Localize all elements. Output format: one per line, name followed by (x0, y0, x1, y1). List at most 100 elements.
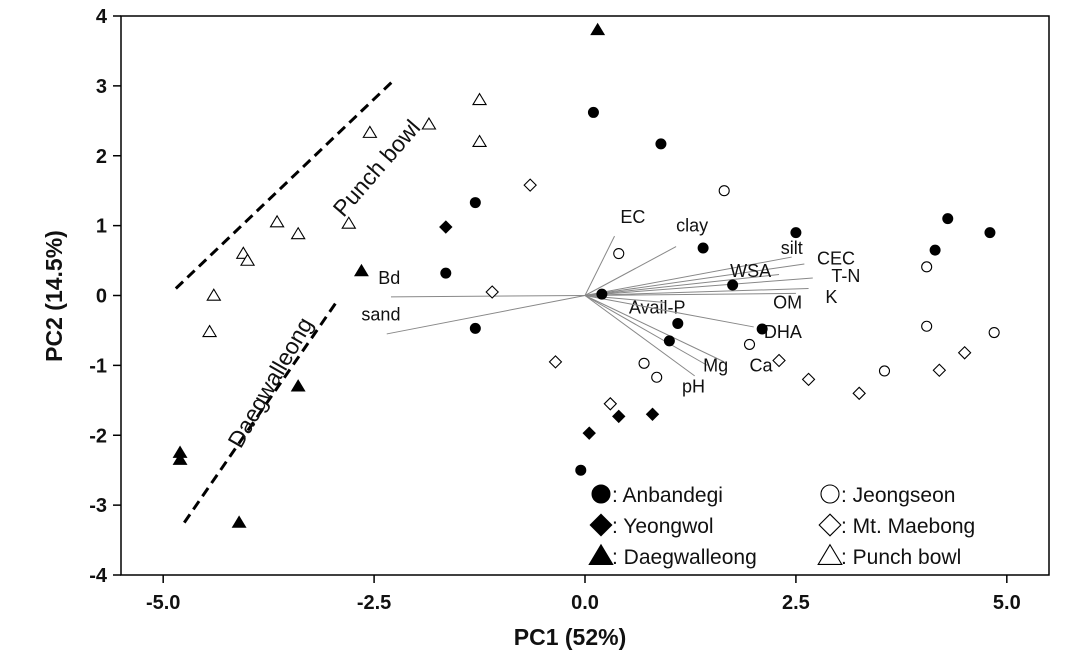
loading-label-silt: silt (781, 238, 803, 258)
legend-label-yeongwol: : Yeongwol (612, 515, 714, 538)
legend-marker-punch-bowl (817, 543, 843, 565)
point-anbandegi (587, 106, 599, 118)
point-daegwalleong (172, 452, 188, 465)
point-punch-bowl (472, 134, 488, 148)
x-tick-label: 2.5 (782, 592, 810, 614)
point-anbandegi (575, 464, 587, 476)
point-yeongwol (439, 220, 453, 234)
point-anbandegi (469, 197, 481, 209)
y-tick-label: 2 (96, 146, 107, 168)
legend-marker-mt-maebong (818, 513, 842, 537)
point-punch-bowl (421, 116, 437, 130)
loading-vector-cec (584, 263, 805, 296)
legend-label-punch-bowl: : Punch bowl (841, 546, 961, 569)
point-mt-maebong (801, 372, 816, 387)
point-yeongwol (612, 409, 626, 424)
point-daegwalleong (353, 263, 369, 277)
point-daegwalleong (290, 379, 306, 392)
loading-vector-k (584, 288, 809, 296)
loading-vector-om (584, 292, 796, 296)
loading-label-ec: EC (620, 207, 645, 227)
loading-label-mg: Mg (703, 355, 728, 375)
point-mt-maebong (548, 355, 563, 369)
y-tick-label: -2 (89, 425, 107, 447)
axes: -5.0 -2.5 0.0 2.5 5.0 -4 -3 -2 -1 0 1 2 3 4 (89, 6, 1021, 614)
point-jeongseon (613, 248, 625, 260)
loading-vector-bd (390, 295, 586, 298)
point-jeongseon (718, 185, 730, 197)
loading-label-k: K (825, 287, 837, 307)
legend-marker-jeongseon (820, 484, 840, 504)
point-yeongwol (582, 426, 596, 440)
loading-label-cec: CEC (817, 248, 855, 268)
annotation-line-daegwalleong (183, 301, 338, 524)
point-jeongseon (638, 357, 650, 369)
legend: : Anbandegi : Yeongwol : Daegwalleong : Jeo… (588, 484, 975, 569)
point-punch-bowl (472, 92, 488, 106)
loading-vector-dha (584, 295, 754, 328)
point-punch-bowl (290, 226, 306, 240)
point-anbandegi (697, 242, 709, 254)
point-mt-maebong (852, 386, 866, 401)
x-tick-label: 0.0 (571, 592, 599, 614)
legend-label-mt-maebong: : Mt. Maebong (841, 515, 975, 538)
point-mt-maebong (772, 353, 786, 368)
loading-vector-ec (584, 235, 615, 296)
loading-vector-clay (584, 246, 677, 296)
annotation-line-punch-bowl (174, 77, 397, 290)
x-tick-label: 5.0 (993, 592, 1021, 614)
point-anbandegi (469, 322, 481, 334)
point-punch-bowl (269, 214, 285, 228)
x-axis-title: PC1 (52%) (514, 624, 626, 650)
legend-marker-anbandegi (591, 484, 611, 504)
y-tick-label: 4 (96, 6, 108, 28)
point-mt-maebong (932, 363, 947, 378)
loading-vector-ca (584, 295, 725, 363)
loading-vector-sand (386, 295, 586, 335)
y-axis-title: PC2 (14.5%) (41, 230, 67, 362)
point-anbandegi (942, 213, 954, 225)
legend-label-anbandegi: : Anbandegi (612, 484, 723, 507)
point-daegwalleong (590, 22, 606, 36)
y-tick-label: 1 (96, 216, 107, 238)
loading-vector-ph (584, 295, 695, 377)
point-anbandegi (984, 227, 996, 239)
point-anbandegi (790, 227, 802, 239)
loading-label-avail-p: Avail-P (629, 297, 686, 317)
point-punch-bowl (240, 253, 256, 266)
data-points (172, 22, 1000, 528)
point-mt-maebong (523, 178, 537, 192)
y-tick-label: -4 (89, 565, 108, 587)
point-jeongseon (921, 261, 933, 273)
point-anbandegi (663, 335, 675, 347)
point-jeongseon (878, 365, 891, 377)
loading-vector-silt (584, 256, 792, 296)
y-tick-label: -1 (89, 355, 107, 377)
loading-vector-wsa (584, 274, 780, 296)
point-jeongseon (651, 371, 663, 383)
loading-label-t-n: T-N (831, 266, 860, 286)
legend-label-jeongseon: : Jeongseon (841, 484, 955, 507)
loading-label-wsa: WSA (730, 261, 771, 281)
point-daegwalleong (231, 515, 247, 528)
point-anbandegi (756, 323, 768, 335)
loading-label-ca: Ca (750, 355, 774, 375)
point-anbandegi (596, 288, 608, 300)
loading-label-dha: DHA (764, 322, 802, 342)
legend-label-daegwalleong: : Daegwalleong (612, 546, 757, 569)
x-tick-label: -2.5 (357, 592, 391, 614)
annotation-label-daegwalleong: Daegwalleong (222, 313, 317, 452)
point-punch-bowl (202, 324, 218, 338)
point-jeongseon (988, 326, 1000, 339)
legend-marker-yeongwol (589, 513, 613, 537)
point-anbandegi (727, 279, 739, 291)
loading-label-bd: Bd (378, 268, 400, 288)
point-punch-bowl (362, 125, 378, 138)
point-anbandegi (929, 244, 941, 256)
point-anbandegi (440, 267, 452, 279)
loading-vector-mg (584, 295, 708, 366)
point-mt-maebong (957, 346, 972, 360)
